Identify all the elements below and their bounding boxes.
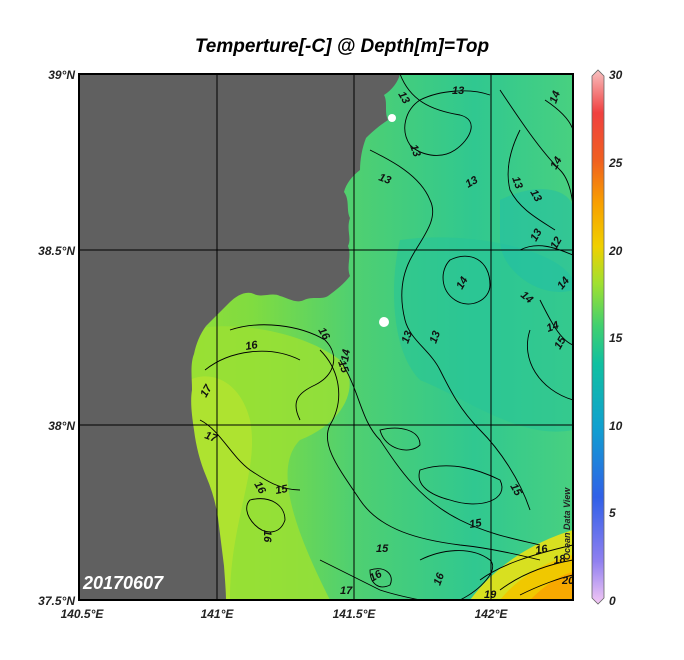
contour-label: 17: [203, 430, 219, 446]
contour-label-group: 13 13 13 13 13 13 13 13 13 13 14 14 14 1…: [198, 85, 575, 600]
contour-label: 16: [244, 339, 259, 353]
lat-label: 37.5°N: [38, 594, 75, 608]
contour-label: 15: [468, 517, 483, 531]
contour-label: 13: [400, 329, 415, 345]
contour-label: 14: [548, 155, 565, 172]
contour-label: 14: [454, 275, 471, 292]
colorbar-label: 0: [609, 594, 616, 608]
contour-label: 13: [528, 227, 545, 244]
contour-label: 12: [548, 235, 565, 252]
date-stamp: 20170607: [83, 573, 164, 593]
colorbar-label: 25: [609, 156, 623, 170]
contour-label: 16: [534, 543, 549, 557]
contour-label: 13: [509, 175, 524, 191]
lat-label: 39°N: [48, 68, 75, 82]
contour-label: 14: [545, 319, 561, 334]
contour-label: 16: [261, 530, 273, 543]
contour-label: 18: [552, 553, 567, 567]
contour-label: 13: [428, 329, 443, 345]
contour-label: 14: [339, 348, 353, 362]
lat-label: 38.5°N: [38, 244, 75, 258]
lon-label: 141°E: [200, 607, 234, 621]
ocean-data-view-watermark: Ocean Data View: [562, 487, 572, 560]
colorbar-label: 10: [609, 419, 623, 433]
gridlines: [79, 74, 573, 600]
contour-label: 16: [432, 571, 448, 587]
colorbar: [591, 69, 605, 605]
map-title: Temperture[-C] @ Depth[m]=Top: [194, 36, 490, 57]
colorbar-label: 5: [609, 506, 616, 520]
contour-label: 13: [464, 174, 481, 191]
contour-label: 14: [548, 89, 563, 105]
contour-label: 15: [274, 483, 289, 497]
land-mass: [79, 74, 400, 600]
map-frame: [78, 73, 574, 601]
lon-label: 140.5°E: [60, 607, 104, 621]
contour-label: 15: [335, 359, 351, 375]
lon-label: 141.5°E: [332, 607, 376, 621]
contour-label: 13: [395, 90, 412, 107]
contour-label: 13: [407, 143, 422, 159]
cool-offshore-region: [394, 237, 573, 432]
contour-label: 13: [527, 188, 544, 205]
lat-label: 38°N: [48, 419, 75, 433]
colorbar-label: 30: [609, 68, 623, 82]
contour-label: 13: [377, 172, 393, 187]
contour-label: 13: [452, 85, 464, 97]
contour-label: 17: [340, 585, 353, 597]
lon-label: 142°E: [474, 607, 508, 621]
contour-lines: [199, 74, 573, 600]
contour-label: 15: [376, 543, 389, 555]
colorbar-label: 15: [609, 331, 623, 345]
colorbar-label: 20: [609, 244, 623, 258]
contour-label: 20: [561, 575, 575, 587]
